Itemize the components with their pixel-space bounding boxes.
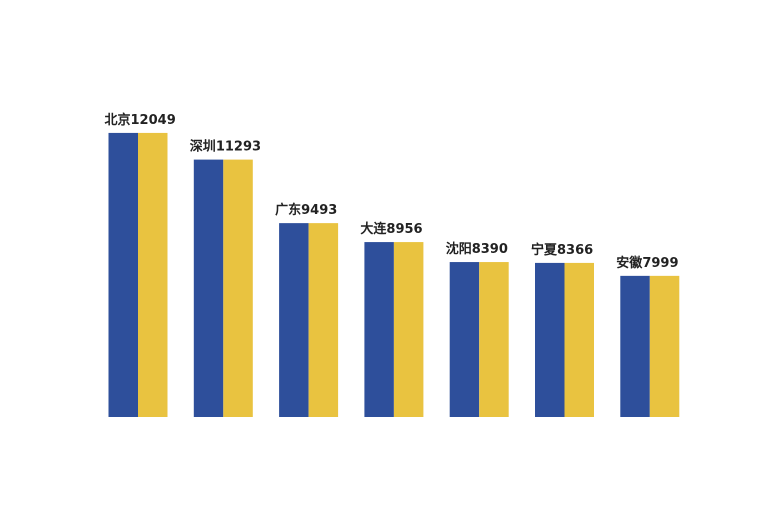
bar-left	[535, 262, 565, 417]
bar-label: 沈阳8390	[446, 241, 508, 257]
value-label: 7999	[642, 256, 678, 271]
bar-label: 深圳11293	[190, 139, 261, 155]
category-label: 深圳	[190, 139, 216, 155]
value-label: 9493	[301, 203, 337, 218]
bar-right	[649, 275, 680, 417]
bar-left	[279, 223, 309, 417]
category-label: 沈阳	[446, 241, 472, 257]
bar-left	[108, 132, 138, 417]
bar-right	[223, 159, 253, 417]
bar-label: 广东9493	[275, 202, 337, 218]
bar-label: 宁夏8366	[531, 242, 593, 258]
bar-left	[620, 275, 650, 417]
bar-right	[308, 223, 339, 417]
bar-right	[393, 242, 424, 417]
bar-right	[564, 262, 594, 417]
bar-label: 安徽7999	[616, 255, 678, 271]
bar-left	[449, 262, 480, 417]
bar-left	[364, 242, 394, 417]
bar-right	[138, 132, 168, 417]
bar-label: 大连8956	[360, 221, 422, 237]
category-label: 宁夏	[531, 242, 558, 258]
bar-right	[479, 262, 509, 417]
bar-label: 北京12049	[105, 112, 176, 128]
bar-left	[193, 159, 224, 417]
category-label: 安徽	[616, 255, 643, 271]
category-label: 北京	[105, 112, 131, 128]
value-label: 8366	[557, 243, 593, 258]
category-label: 大连	[360, 221, 387, 237]
value-label: 12049	[131, 113, 176, 128]
value-label: 11293	[216, 140, 261, 155]
category-label: 广东	[275, 202, 301, 218]
value-label: 8956	[386, 222, 422, 237]
value-label: 8390	[472, 242, 508, 257]
